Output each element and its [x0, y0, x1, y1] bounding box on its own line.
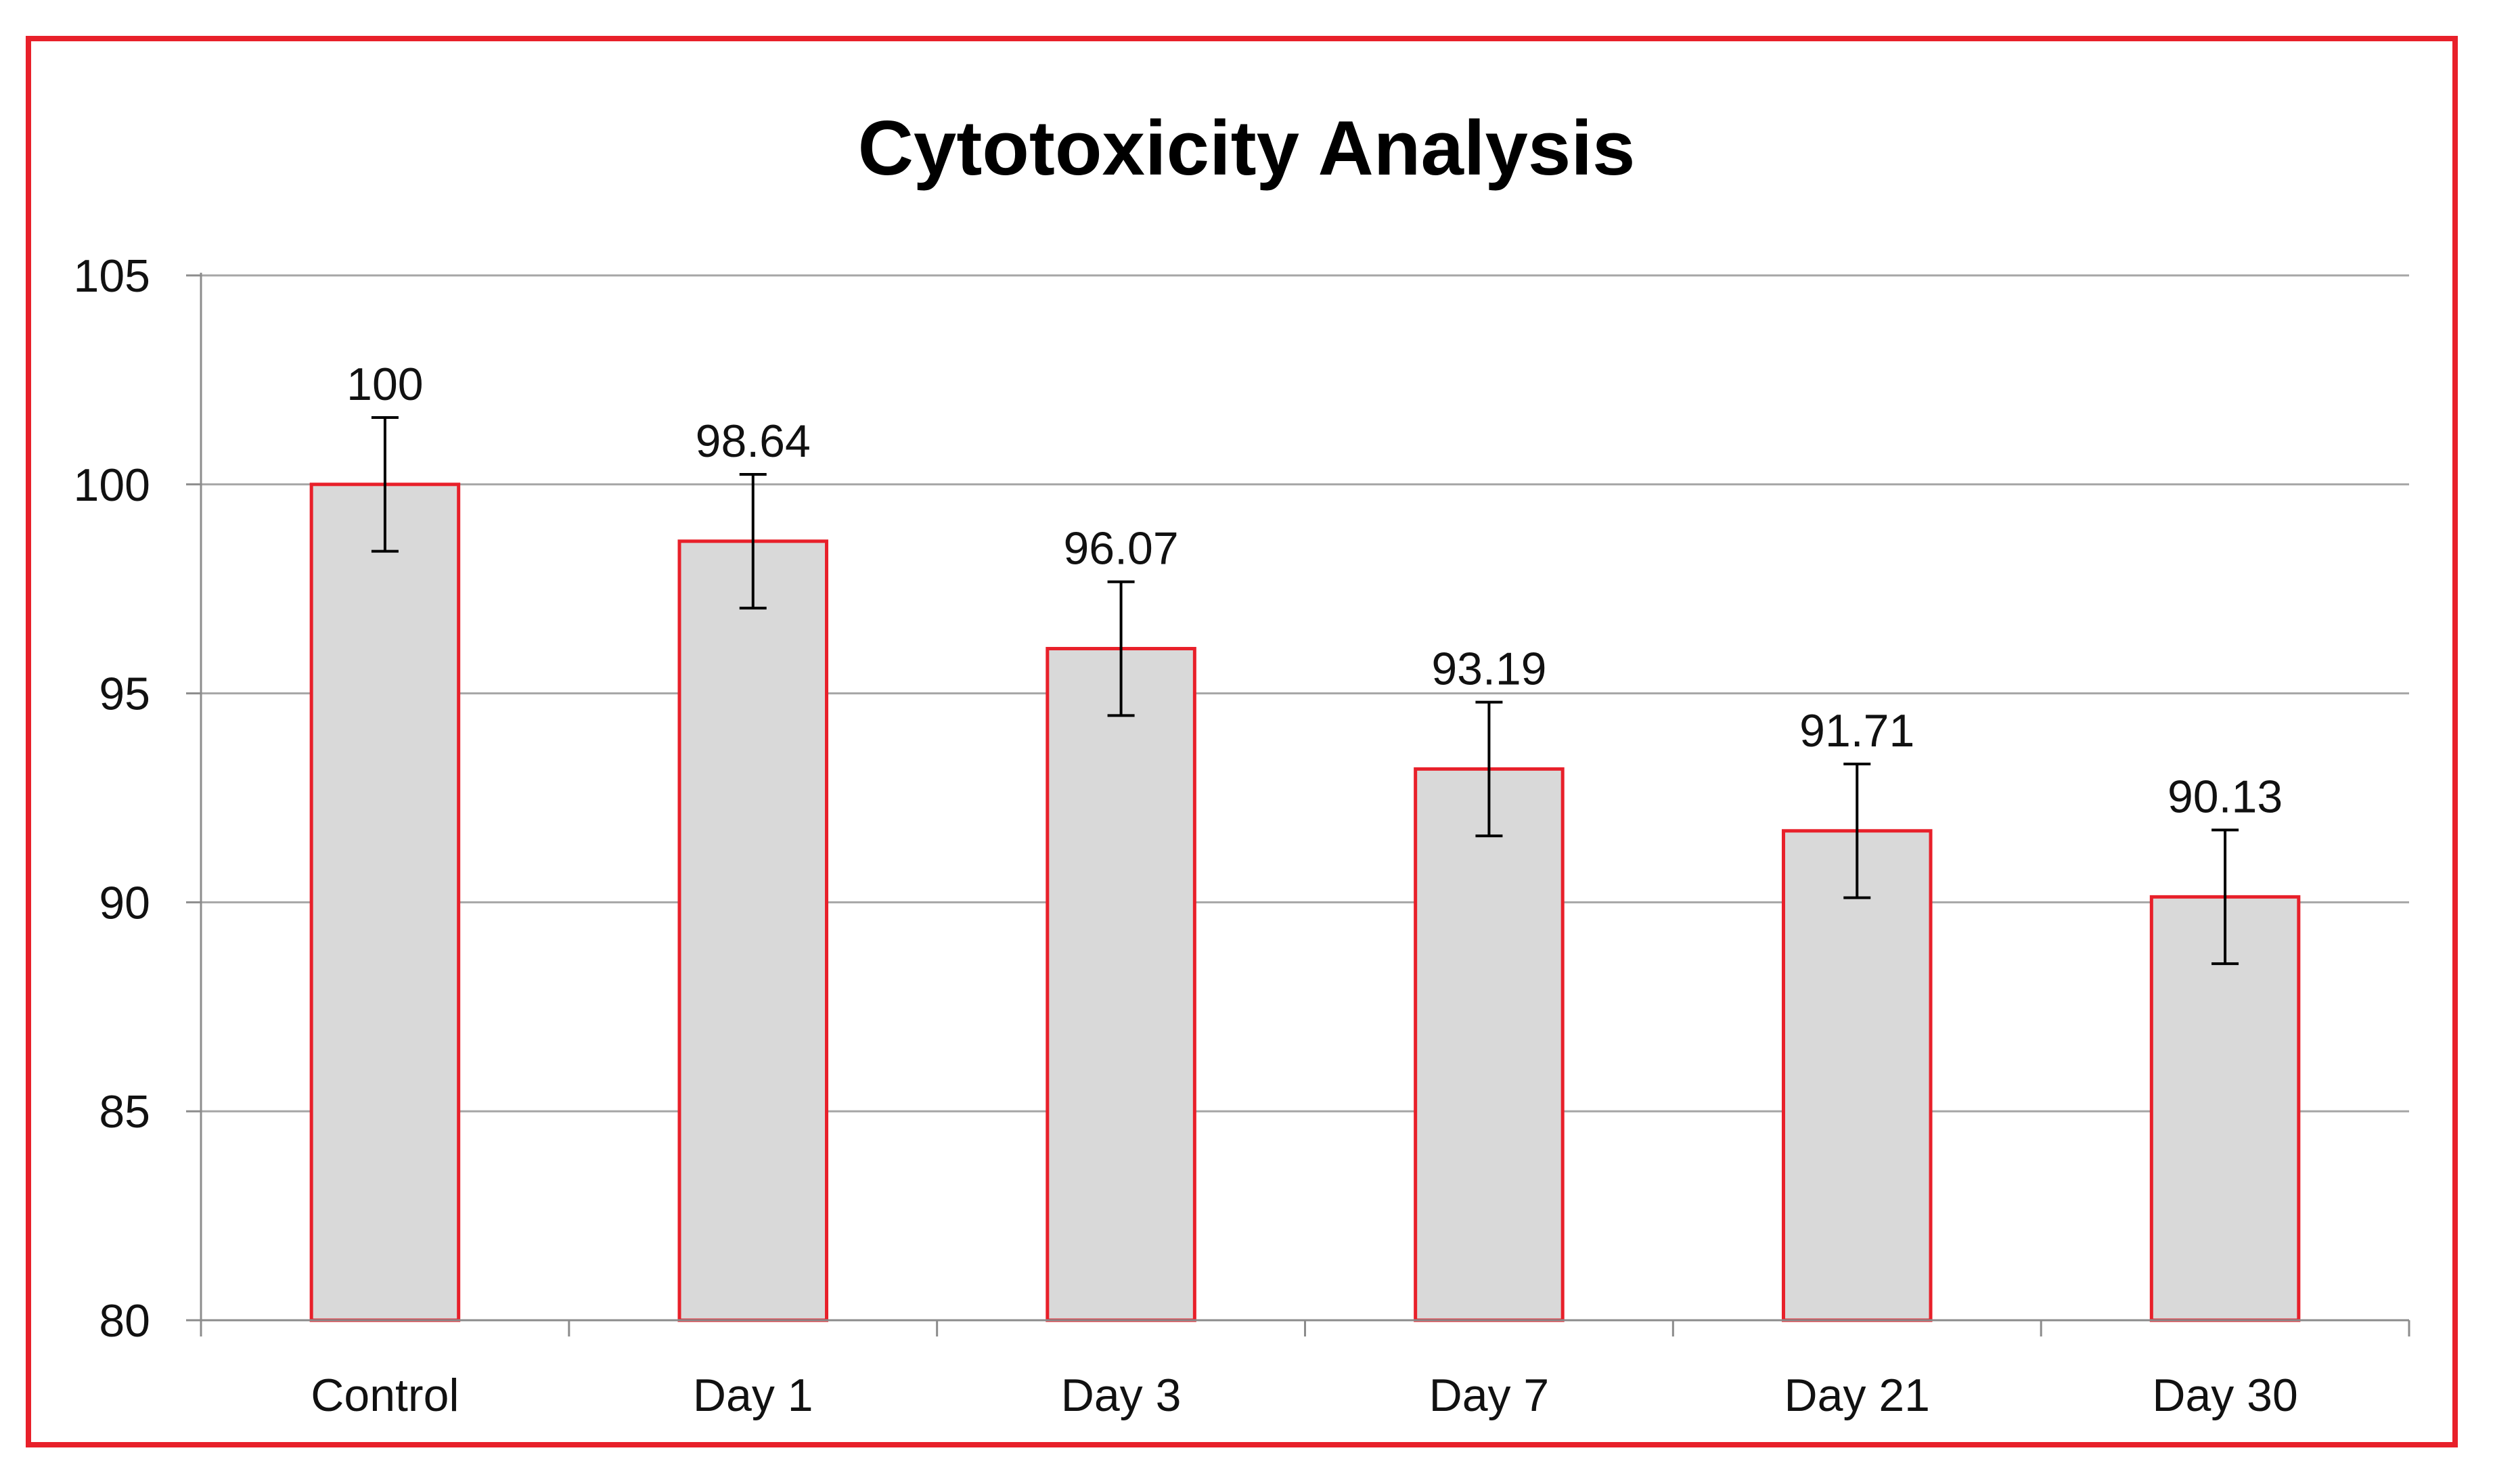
bar	[1781, 829, 1933, 1322]
y-tick-label: 85	[99, 1086, 150, 1138]
data-label: 91.71	[1799, 705, 1914, 757]
data-label: 93.19	[1431, 644, 1546, 695]
data-labels: 100 98.64 96.07 93.19 91.71 90.13	[346, 359, 2283, 823]
gridlines	[201, 274, 2409, 1112]
x-tick-label: Day 3	[1061, 1370, 1182, 1421]
x-tick-label: Day 1	[693, 1370, 813, 1421]
x-tick-label: Day 7	[1429, 1370, 1550, 1421]
data-label: 90.13	[2168, 771, 2283, 823]
bar	[1046, 647, 1196, 1322]
error-bars	[371, 415, 2239, 966]
x-tick-labels: Control Day 1 Day 3 Day 7 Day 21 Day 30	[311, 1370, 2298, 1421]
chart-title: Cytotoxicity Analysis	[858, 106, 1636, 192]
y-tick-label: 90	[99, 877, 150, 928]
y-tick-label: 105	[74, 250, 150, 302]
x-tick-label: Day 21	[1784, 1370, 1930, 1421]
bar	[309, 482, 461, 1322]
data-label: 100	[346, 359, 423, 410]
x-tick-label: Control	[311, 1370, 459, 1421]
x-tick-label: Day 30	[2152, 1370, 2297, 1421]
data-label: 98.64	[696, 415, 811, 467]
y-tick-label: 95	[99, 669, 150, 720]
axes	[186, 273, 2410, 1336]
bar	[1414, 767, 1565, 1322]
data-label: 96.07	[1063, 523, 1178, 575]
bar	[2149, 895, 2301, 1322]
y-tick-labels: 80 85 90 95 100 105	[74, 250, 150, 1347]
y-tick-label: 80	[99, 1295, 150, 1347]
y-tick-label: 100	[74, 459, 150, 511]
bars	[309, 482, 2301, 1322]
bar	[677, 539, 829, 1322]
